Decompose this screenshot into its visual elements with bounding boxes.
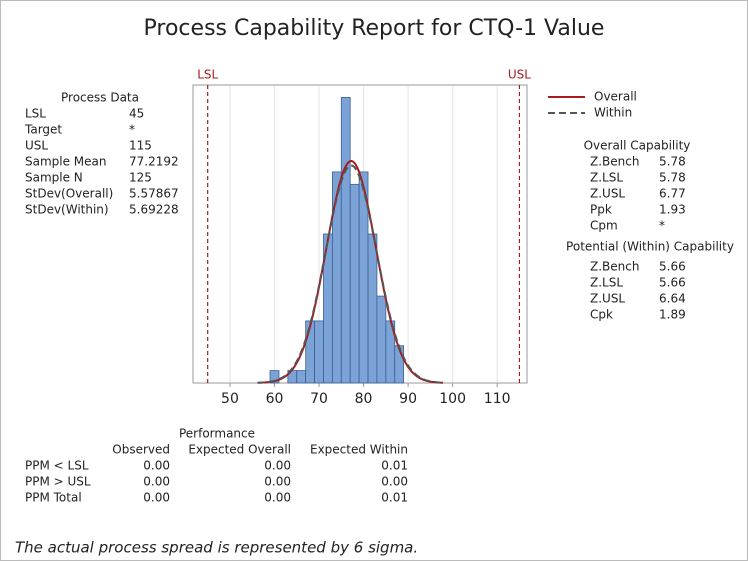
row-value: * (129, 123, 135, 137)
table-heading: Process Data (61, 91, 139, 105)
row-label: Z.USL (590, 292, 625, 306)
x-tick-label: 50 (221, 391, 239, 407)
row-label: Z.Bench (590, 260, 639, 274)
row-value: 5.78 (659, 171, 686, 185)
row-value: 0.00 (143, 459, 170, 473)
bar (331, 171, 342, 384)
table-heading: Overall Capability (584, 139, 691, 153)
spec-limit-label: USL (508, 68, 531, 82)
bar (314, 320, 324, 384)
bar (296, 370, 307, 384)
bar (305, 320, 315, 384)
legend-label: Overall (594, 90, 637, 104)
row-value: 0.00 (143, 491, 170, 505)
column-header: Expected Overall (188, 443, 291, 457)
row-value: 1.93 (659, 203, 686, 217)
fit-curve (257, 164, 445, 384)
row-label: PPM < LSL (25, 459, 89, 473)
row-value: 5.66 (659, 276, 686, 290)
row-value: 6.77 (659, 187, 686, 201)
bar (376, 295, 387, 384)
row-label: Cpm (590, 219, 618, 233)
report-title: Process Capability Report for CTQ-1 Valu… (144, 16, 605, 41)
row-value: 0.00 (264, 459, 291, 473)
row-label: Target (24, 123, 62, 137)
row-label: PPM Total (25, 491, 82, 505)
row-label: StDev(Overall) (25, 187, 113, 201)
row-label: Z.Bench (590, 155, 639, 169)
row-value: * (659, 219, 665, 233)
row-value: 1.89 (659, 308, 686, 322)
row-value: 0.00 (264, 491, 291, 505)
x-tick-label: 70 (310, 391, 328, 407)
x-tick-label: 100 (439, 391, 466, 407)
row-value: 5.57867 (129, 187, 179, 201)
column-header: Observed (112, 443, 170, 457)
row-value: 115 (129, 139, 152, 153)
row-value: 0.00 (143, 475, 170, 489)
row-label: LSL (25, 107, 46, 121)
legend-label: Within (594, 106, 632, 120)
row-label: Z.USL (590, 187, 625, 201)
row-value: 0.00 (381, 475, 408, 489)
row-value: 125 (129, 171, 152, 185)
bar (269, 370, 280, 384)
column-header: Expected Within (310, 443, 408, 457)
bar (367, 233, 378, 384)
row-label: PPM > USL (25, 475, 91, 489)
row-label: Z.LSL (590, 276, 623, 290)
footnote: The actual process spread is represented… (15, 539, 418, 557)
row-value: 77.2192 (129, 155, 179, 169)
row-label: Ppk (590, 203, 612, 217)
bar (349, 183, 360, 384)
row-label: USL (25, 139, 48, 153)
x-tick-label: 80 (355, 391, 373, 407)
row-label: StDev(Within) (25, 203, 109, 217)
row-label: Sample N (25, 171, 83, 185)
row-label: Cpk (590, 308, 613, 322)
row-value: 5.78 (659, 155, 686, 169)
row-value: 45 (129, 107, 144, 121)
bar (340, 97, 351, 384)
row-label: Sample Mean (25, 155, 107, 169)
table-heading: Potential (Within) Capability (566, 240, 734, 254)
table-heading: Performance (179, 427, 255, 441)
row-value: 0.01 (381, 459, 408, 473)
row-value: 6.64 (659, 292, 686, 306)
row-value: 0.00 (264, 475, 291, 489)
x-tick-label: 90 (399, 391, 417, 407)
x-tick-label: 110 (484, 391, 511, 407)
x-tick-label: 60 (266, 391, 284, 407)
row-value: 0.01 (381, 491, 408, 505)
row-value: 5.66 (659, 260, 686, 274)
row-value: 5.69228 (129, 203, 179, 217)
spec-limit-label: LSL (197, 68, 218, 82)
row-label: Z.LSL (590, 171, 623, 185)
